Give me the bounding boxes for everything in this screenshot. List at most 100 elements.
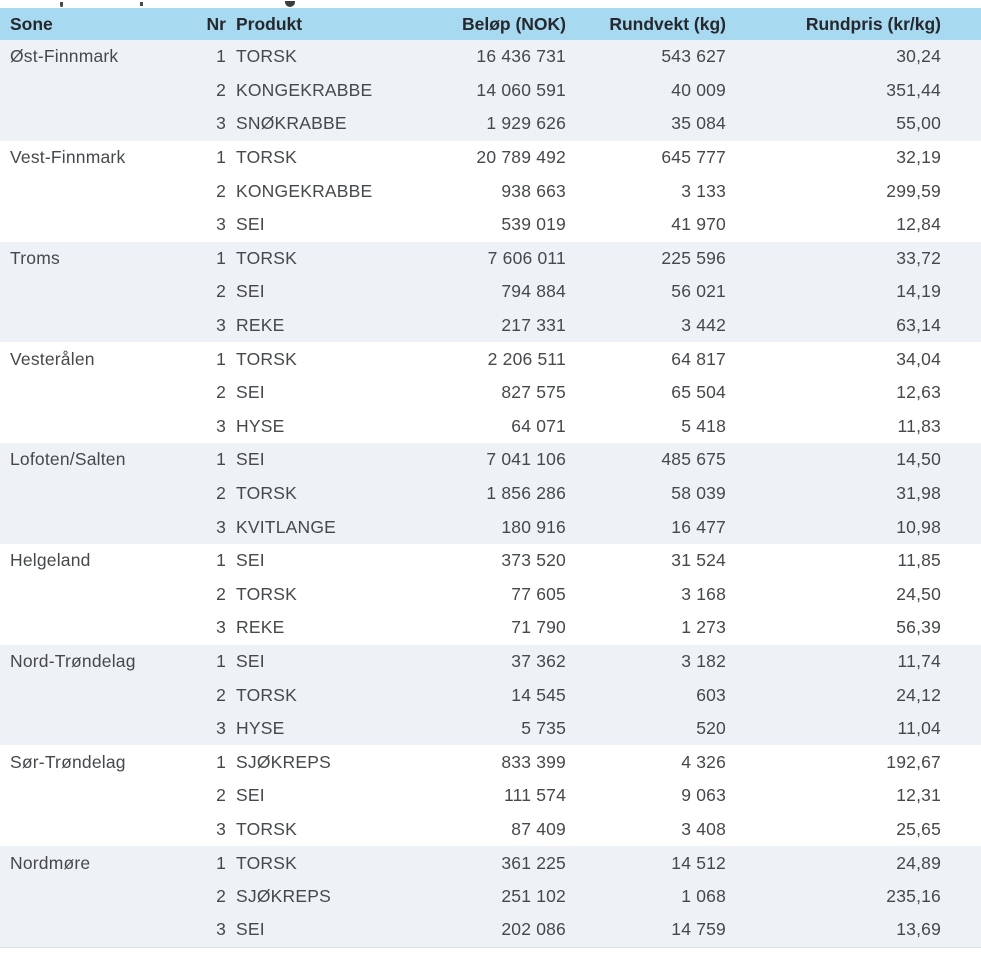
cell-sone: Øst-Finnmark — [10, 46, 119, 67]
cell-sone — [0, 510, 190, 544]
cell-sone — [0, 880, 190, 914]
table-row: 3 SNØKRABBE 1 929 626 35 084 55,00 — [0, 107, 981, 141]
table-row: 3 SEI 202 086 14 759 13,69 — [0, 913, 981, 948]
cell-nr: 3 — [216, 214, 226, 235]
cell-sone: Sør-Trøndelag — [10, 751, 126, 772]
cell-produkt: SJØKREPS — [236, 886, 331, 907]
cell-produkt: HYSE — [236, 718, 285, 739]
cell-sone: Helgeland — [10, 550, 91, 571]
cell-sone — [0, 376, 190, 410]
cell-rundpris: 13,69 — [731, 913, 981, 948]
cell-rundvekt: 603 — [696, 684, 726, 705]
cell-produkt: SEI — [236, 281, 265, 302]
cell-rundvekt: 14 759 — [571, 913, 731, 948]
cell-belop: 37 362 — [511, 650, 566, 671]
cell-produkt: SEI — [226, 913, 438, 948]
cell-produkt: SEI — [236, 382, 265, 403]
table-row: Helgeland 1 SEI 373 520 31 524 11,85 — [0, 544, 981, 578]
cell-rundpris: 14,19 — [896, 281, 941, 302]
cell-rundvekt: 3 133 — [681, 180, 726, 201]
col-header-nr: Nr — [190, 8, 226, 40]
cell-rundpris: 299,59 — [886, 180, 941, 201]
cell-produkt: KONGEKRABBE — [236, 79, 373, 100]
col-header-rundvekt: Rundvekt (kg) — [571, 8, 731, 40]
cell-produkt: TORSK — [236, 684, 297, 705]
cell-produkt: HYSE — [236, 415, 285, 436]
cell-rundpris: 14,50 — [896, 449, 941, 470]
cell-sone — [0, 712, 190, 746]
table-body: Øst-Finnmark 1 TORSK 16 436 731 543 627 30,24… — [0, 40, 981, 948]
cell-nr: 2 — [216, 483, 226, 504]
cell-nr: 3 — [216, 415, 226, 436]
cell-sone: Lofoten/Salten — [10, 449, 126, 470]
cell-rundvekt: 40 009 — [671, 79, 726, 100]
cell-nr: 2 — [216, 583, 226, 604]
cell-belop: 2 206 511 — [487, 348, 566, 369]
col-header-belop: Beløp (NOK) — [438, 8, 571, 40]
table-row: 3 HYSE 64 071 5 418 11,83 — [0, 410, 981, 444]
table-row: 3 HYSE 5 735 520 11,04 — [0, 711, 981, 746]
cell-belop: 373 520 — [501, 550, 566, 571]
cell-belop: 794 884 — [501, 281, 566, 302]
cell-sone — [0, 678, 190, 712]
cell-rundvekt: 3 168 — [681, 583, 726, 604]
cell-sone: Vest-Finnmark — [10, 147, 126, 168]
cell-belop: 87 409 — [511, 818, 566, 839]
cell-produkt: SEI — [236, 550, 265, 571]
cell-nr: 3 — [216, 718, 226, 739]
table-row: 2 TORSK 14 545 603 24,12 — [0, 678, 981, 712]
cell-rundpris: 12,84 — [896, 214, 941, 235]
cell-belop: 7 606 011 — [487, 247, 566, 268]
cell-rundpris: 24,89 — [896, 852, 941, 873]
table-row: Nord-Trøndelag 1 SEI 37 362 3 182 11,74 — [0, 644, 981, 679]
cell-rundpris: 56,39 — [896, 617, 941, 638]
cell-nr: 1 — [216, 650, 226, 671]
cell-nr: 1 — [216, 147, 226, 168]
cell-rundvekt: 35 084 — [671, 113, 726, 134]
cell-nr: 1 — [216, 852, 226, 873]
cell-rundpris: 24,50 — [896, 583, 941, 604]
cell-rundvekt: 3 408 — [681, 818, 726, 839]
col-header-produkt: Produkt — [226, 8, 438, 40]
cell-sone — [0, 779, 190, 813]
cell-nr: 3 — [216, 113, 226, 134]
cell-produkt: TORSK — [236, 147, 297, 168]
cropped-text-remnant — [0, 0, 981, 8]
cell-belop: 14 060 591 — [476, 79, 566, 100]
table-row: 2 SEI 827 575 65 504 12,63 — [0, 376, 981, 410]
cell-rundvekt: 225 596 — [661, 247, 726, 268]
cell-belop: 180 916 — [501, 516, 566, 537]
cell-rundpris: 63,14 — [896, 315, 941, 336]
cell-rundpris: 30,24 — [896, 46, 941, 67]
cell-produkt: TORSK — [236, 583, 297, 604]
col-header-rundpris: Rundpris (kr/kg) — [731, 8, 981, 40]
catch-by-zone-table: Sone Nr Produkt Beløp (NOK) Rundvekt (kg… — [0, 8, 981, 948]
cell-sone — [0, 813, 190, 847]
cell-produkt: TORSK — [236, 247, 297, 268]
cell-rundpris: 12,31 — [896, 785, 941, 806]
cell-rundvekt: 16 477 — [671, 516, 726, 537]
table-row: 3 TORSK 87 409 3 408 25,65 — [0, 813, 981, 847]
cell-belop: 16 436 731 — [476, 46, 566, 67]
cell-rundvekt: 5 418 — [681, 415, 726, 436]
cell-sone — [0, 208, 190, 242]
cell-sone — [0, 477, 190, 511]
cell-produkt: SJØKREPS — [236, 751, 331, 772]
cell-produkt: SEI — [236, 650, 265, 671]
cell-rundvekt: 56 021 — [671, 281, 726, 302]
cell-rundvekt: 64 817 — [671, 348, 726, 369]
cell-nr: 1 — [216, 449, 226, 470]
cell-rundvekt: 1 273 — [681, 617, 726, 638]
cell-rundvekt: 543 627 — [661, 46, 726, 67]
cell-nr: 2 — [216, 684, 226, 705]
table-row: 2 KONGEKRABBE 938 663 3 133 299,59 — [0, 174, 981, 208]
table-row: 2 SEI 794 884 56 021 14,19 — [0, 275, 981, 309]
cell-produkt: REKE — [236, 315, 285, 336]
cell-belop: 14 545 — [511, 684, 566, 705]
cell-rundpris: 11,83 — [897, 415, 941, 436]
table-row: 2 TORSK 1 856 286 58 039 31,98 — [0, 476, 981, 511]
header-row: Sone Nr Produkt Beløp (NOK) Rundvekt (kg… — [0, 8, 981, 40]
cell-rundvekt: 31 524 — [671, 550, 726, 571]
cell-belop: 1 929 626 — [486, 113, 566, 134]
cell-rundpris: 11,74 — [897, 650, 941, 671]
